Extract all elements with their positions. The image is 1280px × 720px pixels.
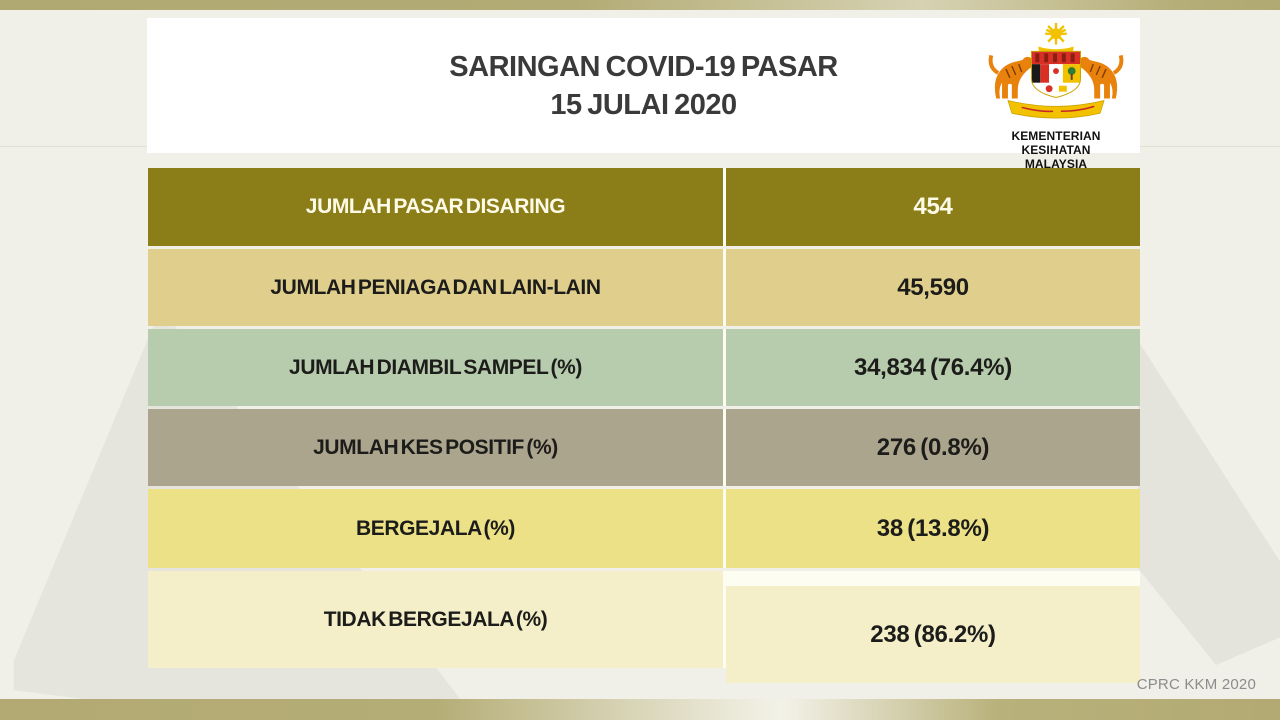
right-watermark bbox=[1138, 340, 1280, 665]
ministry-country: MALAYSIA bbox=[1024, 157, 1088, 171]
table-row: BERGEJALA (%) 38 (13.8%) bbox=[148, 489, 1140, 568]
ministry-name: KEMENTERIAN KESIHATAN bbox=[1011, 129, 1101, 157]
table-row: JUMLAH DIAMBIL SAMPEL (%) 34,834 (76.4%) bbox=[148, 329, 1140, 406]
row-value: 454 bbox=[726, 168, 1140, 246]
table-row: JUMLAH PENIAGA DAN LAIN-LAIN 45,590 bbox=[148, 249, 1140, 326]
row-value: 45,590 bbox=[726, 249, 1140, 326]
tiger-right bbox=[1079, 54, 1124, 99]
row-label: JUMLAH PASAR DISARING bbox=[148, 168, 723, 246]
coat-of-arms-icon bbox=[988, 22, 1124, 119]
bottom-border-bar bbox=[0, 699, 1280, 720]
row-label: BERGEJALA (%) bbox=[148, 489, 723, 568]
title-block: SARINGAN COVID-19 PASAR 15 JULAI 2020 bbox=[147, 48, 1140, 124]
stats-table: JUMLAH PASAR DISARING 454 JUMLAH PENIAGA… bbox=[148, 168, 1140, 683]
moh-malaysia-logo: KEMENTERIAN KESIHATAN MALAYSIA bbox=[980, 22, 1132, 171]
slide-date: 15 JULAI 2020 bbox=[550, 89, 737, 121]
row-value: 238 (86.2%) bbox=[726, 586, 1140, 683]
table-row: TIDAK BERGEJALA (%) 238 (86.2%) bbox=[148, 571, 1140, 683]
header-box: SARINGAN COVID-19 PASAR 15 JULAI 2020 bbox=[147, 18, 1140, 171]
row-label: JUMLAH PENIAGA DAN LAIN-LAIN bbox=[148, 249, 723, 326]
row-label: TIDAK BERGEJALA (%) bbox=[148, 571, 723, 668]
table-row: JUMLAH PASAR DISARING 454 bbox=[148, 168, 1140, 246]
slide-title: SARINGAN COVID-19 PASAR bbox=[449, 51, 838, 83]
row-label: JUMLAH DIAMBIL SAMPEL (%) bbox=[148, 329, 723, 406]
row-value: 276 (0.8%) bbox=[726, 409, 1140, 486]
row-label: JUMLAH KES POSITIF (%) bbox=[148, 409, 723, 486]
table-row: JUMLAH KES POSITIF (%) 276 (0.8%) bbox=[148, 409, 1140, 486]
tiger-left bbox=[988, 54, 1033, 99]
row-value: 34,834 (76.4%) bbox=[726, 329, 1140, 406]
top-border-bar bbox=[0, 0, 1280, 10]
footer-credit: CPRC KKM 2020 bbox=[1136, 676, 1256, 693]
row-value: 38 (13.8%) bbox=[726, 489, 1140, 568]
